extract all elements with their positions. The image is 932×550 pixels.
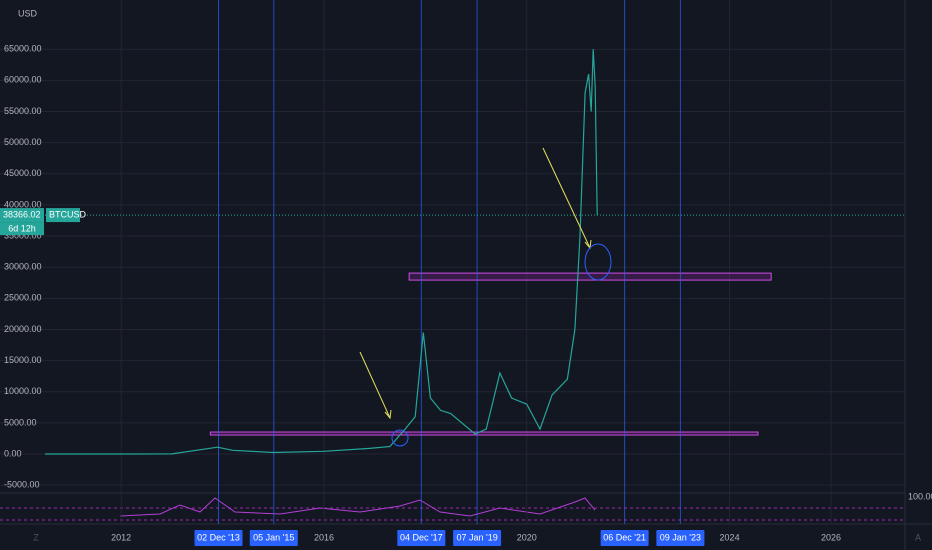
rsi-line bbox=[119, 497, 596, 517]
price-line bbox=[45, 49, 598, 455]
x-tick-label: 2016 bbox=[314, 532, 334, 542]
y-tick-label: 25000.00 bbox=[4, 293, 42, 303]
y-tick-label: 65000.00 bbox=[4, 44, 42, 54]
x-tick-label: 2012 bbox=[111, 532, 131, 542]
y-tick-label: 15000.00 bbox=[4, 355, 42, 365]
y-tick-label: 35000.00 bbox=[4, 230, 42, 240]
date-label-box bbox=[194, 530, 243, 546]
y-tick-label: 0.00 bbox=[4, 448, 22, 458]
y-tick-label: -5000.00 bbox=[4, 480, 40, 490]
plot bbox=[0, 0, 905, 524]
y-tick-label: 50000.00 bbox=[4, 137, 42, 147]
price-label-box bbox=[0, 208, 44, 223]
icon: A bbox=[915, 532, 921, 542]
zone bbox=[209, 431, 759, 436]
x-tick-label: 2026 bbox=[821, 532, 841, 542]
axis-unit: USD bbox=[18, 8, 38, 18]
circle-mark bbox=[584, 243, 612, 281]
date-label: 07 Jan '19 bbox=[456, 532, 497, 542]
date-label-box bbox=[397, 530, 446, 546]
rsi-label: 100.00 bbox=[908, 491, 932, 501]
date-label: 05 Jan '15 bbox=[253, 532, 294, 542]
x-tick-label: 2020 bbox=[517, 532, 537, 542]
date-label-box bbox=[249, 530, 298, 546]
y-tick-label: 45000.00 bbox=[4, 168, 42, 178]
arrow bbox=[359, 351, 391, 419]
y-tick-label: 55000.00 bbox=[4, 106, 42, 116]
y-tick-label: 60000.00 bbox=[4, 75, 42, 85]
y-tick-label: 10000.00 bbox=[4, 386, 42, 396]
date-label: 02 Dec '13 bbox=[197, 532, 240, 542]
icon: Z bbox=[33, 532, 39, 542]
countdown-box bbox=[0, 222, 44, 236]
y-tick-label: 20000.00 bbox=[4, 324, 42, 334]
countdown: 6d 12h bbox=[8, 223, 36, 233]
date-label-box bbox=[656, 530, 705, 546]
symbol-label: BTCUSD bbox=[49, 209, 87, 219]
date-label: 04 Dec '17 bbox=[400, 532, 443, 542]
date-label-box bbox=[453, 530, 502, 546]
y-tick-label: 5000.00 bbox=[4, 417, 37, 427]
symbol-box bbox=[46, 208, 80, 223]
date-label-box bbox=[600, 530, 649, 546]
y-tick-label: 30000.00 bbox=[4, 262, 42, 272]
date-label: 09 Jan '23 bbox=[660, 532, 701, 542]
arrow-head bbox=[384, 409, 392, 420]
price-label: 38366.02 bbox=[3, 209, 41, 219]
date-label: 06 Dec '21 bbox=[603, 532, 646, 542]
arrow bbox=[542, 147, 591, 249]
circle-mark bbox=[391, 429, 409, 447]
x-tick-label: 2024 bbox=[720, 532, 740, 542]
y-tick-label: 40000.00 bbox=[4, 199, 42, 209]
